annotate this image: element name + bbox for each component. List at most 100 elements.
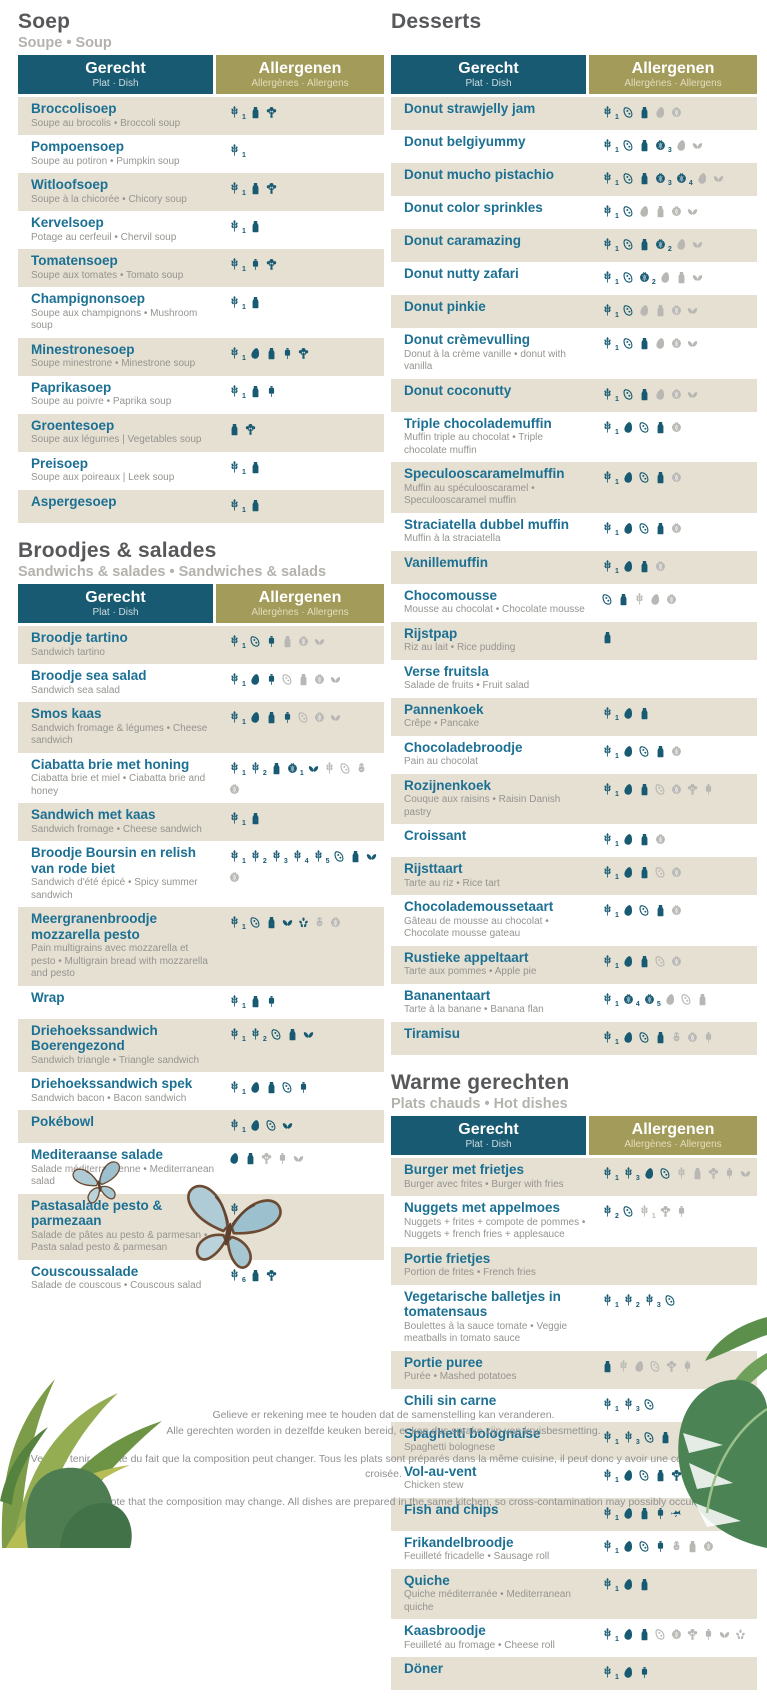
dish-subtitle: Sandwich tartino (31, 646, 105, 658)
gluten-icon: 3 (270, 847, 288, 865)
milk-icon (249, 293, 262, 311)
dish-name: Aspergesoep (31, 493, 117, 509)
soy-icon (622, 235, 635, 253)
table-header: Gerecht Plat · Dish Allergenen Allergènes ·… (18, 55, 384, 95)
table-row: Donut pinkie 1 (391, 295, 757, 329)
table-row: Chocolademoussetaart Gâteau de mousse au … (391, 895, 757, 946)
egg-icon (622, 901, 635, 919)
egg-icon (622, 1028, 635, 1046)
dish-subtitle: Soupe aux champignons • Mushroom soup (31, 307, 198, 332)
egg-icon (228, 1149, 241, 1167)
milk-icon (638, 704, 651, 722)
nuts-icon-trace (329, 913, 342, 931)
allergen-icons: 1 (588, 517, 757, 546)
allergen-subscript: 1 (615, 1405, 619, 1413)
gluten-icon: 1 (228, 670, 246, 688)
allergen-subscript: 6 (242, 1276, 246, 1284)
milk-icon (638, 103, 651, 121)
dish-cell: Straciatella dubbel muffin Muffin à la st… (391, 517, 588, 546)
gluten-icon: 1 (601, 385, 619, 403)
milk-icon (654, 519, 667, 537)
soy-icon (622, 202, 635, 220)
milk-icon (265, 1078, 278, 1096)
allergen-icons: 1 (215, 668, 384, 697)
table-row: Quiche Quiche méditerranée • Mediterranea… (391, 1568, 757, 1620)
dish-subtitle: Tarte aux pommes • Apple pie (404, 966, 537, 978)
dish-cell: Pompoensoep Soupe au potiron • Pumpkin so… (18, 139, 215, 168)
allergen-subscript: 1 (615, 1636, 619, 1644)
soy-icon-trace (281, 670, 294, 688)
dish-subtitle: Burger avec frites • Burger with fries (404, 1178, 564, 1190)
milk-icon (638, 136, 651, 154)
soy-icon (659, 1164, 672, 1182)
dish-cell: Frikandelbroodje Feuilleté fricadelle • S… (391, 1535, 588, 1564)
nuts-icon-trace (670, 468, 683, 486)
section-subtitle: Plats chauds • Hot dishes (391, 1096, 568, 1112)
dish-name: Kervelsoep (31, 215, 104, 231)
milk-icon (638, 235, 651, 253)
soy-icon (622, 301, 635, 319)
milk-icon (244, 1149, 257, 1167)
table-row: Verse fruitsla Salade de fruits • Fruit s… (391, 659, 757, 698)
egg-icon (622, 780, 635, 798)
gluten-icon: 1 (228, 382, 246, 400)
nuts-icon: 5 (643, 990, 661, 1008)
dish-subtitle: Sandwich fromage & légumes • Cheese sand… (31, 722, 208, 747)
gluten-icon: 1 (601, 1291, 619, 1309)
table-row: Donut mucho pistachio 1 3 4 (391, 163, 757, 197)
table-row: Donut color sprinkles 1 (391, 196, 757, 230)
section-title: Desserts (391, 10, 482, 33)
milk-icon (654, 468, 667, 486)
milk-icon (638, 334, 651, 352)
column-header-allergens-subtitle: Allergènes · Allergens (624, 78, 722, 90)
egg-icon (622, 952, 635, 970)
table-row: Donut strawjelly jam 1 (391, 97, 757, 131)
allergen-icons: 1 (588, 1623, 757, 1652)
table-row: Pastasalade pesto & parmezaan Salade de p… (18, 1193, 384, 1260)
dish-cell: Pastasalade pesto & parmezaan Salade de p… (18, 1198, 215, 1255)
allergen-subscript: 1 (615, 962, 619, 970)
allergen-subscript: 1 (615, 1547, 619, 1555)
allergen-subscript: 1 (615, 1000, 619, 1008)
dish-subtitle: Boulettes à la sauce tomate • Veggie mea… (404, 1320, 568, 1345)
allergen-subscript: 1 (615, 790, 619, 798)
left-column: Soep Soupe • Soup Gerecht Plat · Dish Allerg… (18, 10, 384, 1314)
dish-name: Kaasbroodje (404, 1623, 486, 1639)
dish-cell: Pokébowl (18, 1114, 215, 1138)
section-broodjes: Broodjes & salades Sandwichs & salades • … (18, 539, 384, 1298)
soy-icon (622, 103, 635, 121)
gluten-icon: 1 (228, 992, 246, 1010)
gluten-icon: 1 (228, 809, 246, 827)
table-row: Pokébowl 1 (18, 1110, 384, 1144)
allergen-subscript: 4 (635, 1000, 640, 1008)
egg-icon (622, 519, 635, 537)
milk-icon (654, 901, 667, 919)
dish-subtitle: Tarte à la banane • Banana flan (404, 1004, 544, 1016)
nuts-icon-trace (670, 901, 683, 919)
table-row: Donut belgiyummy 1 3 (391, 130, 757, 164)
soy-icon-trace (680, 990, 693, 1008)
celery-icon-trace (707, 1164, 720, 1182)
dish-cell: Driehoekssandwich Boerengezond Sandwich t… (18, 1023, 215, 1068)
dish-subtitle: Sandwich bacon • Bacon sandwich (31, 1092, 187, 1104)
dish-subtitle: Salade méditerranéenne • Mediterranean s… (31, 1163, 215, 1188)
allergen-subscript: 1 (242, 152, 246, 160)
dish-cell: Ciabatta brie met honing Ciabatta brie et… (18, 757, 215, 799)
milk-icon-trace (281, 632, 294, 650)
table-row: Preisoep Soupe aux poireaux | Leek soup 1 (18, 451, 384, 490)
dish-cell: Donut pinkie (391, 299, 588, 323)
table-row: Sandwich met kaas Sandwich fromage • Chee… (18, 803, 384, 842)
dish-name: Pokébowl (31, 1114, 95, 1130)
soy-icon (638, 519, 651, 537)
nuts-icon-trace (670, 334, 683, 352)
gluten-icon: 1 (601, 901, 619, 919)
section-title: Broodjes & salades (18, 538, 217, 562)
milk-icon-trace (654, 202, 667, 220)
dish-name: Donut mucho pistachio (404, 167, 554, 183)
allergen-subscript: 1 (299, 769, 304, 777)
table-row: Straciatella dubbel muffin Muffin à la st… (391, 512, 757, 551)
gluten-icon: 1 (601, 780, 619, 798)
allergen-icons (215, 418, 384, 447)
nuts-icon-trace (670, 863, 683, 881)
dish-cell: Kaasbroodje Feuilleté au fromage • Cheese… (391, 1623, 588, 1652)
